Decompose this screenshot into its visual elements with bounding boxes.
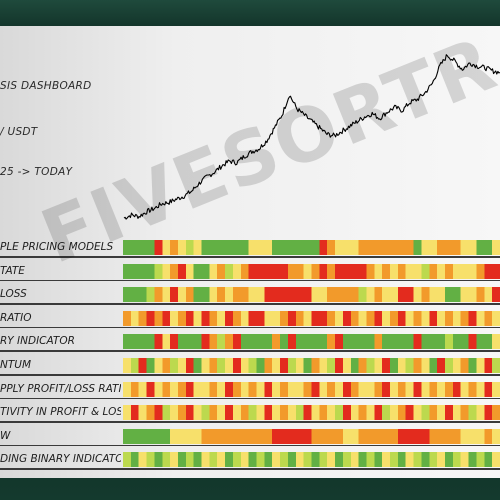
row-divider <box>0 256 500 258</box>
indicator-label: RY INDICATOR <box>0 335 75 348</box>
indicator-label: W <box>0 429 11 442</box>
row-divider <box>0 421 500 423</box>
date-range: 25 -> TODAY <box>0 166 73 178</box>
indicator-strip <box>123 381 500 397</box>
indicator-strip <box>123 405 500 421</box>
indicator-strip <box>123 263 500 279</box>
row-divider <box>0 326 500 329</box>
row-divider <box>0 444 500 447</box>
indicator-label: TIVITY IN PROFIT & LOSS <box>0 406 121 419</box>
indicator-label: DING BINARY INDICATOR <box>0 453 121 466</box>
indicator-strip <box>123 358 500 373</box>
price-line <box>123 54 500 220</box>
dashboard-card: SIS DASHBOARD / USDT 25 -> TODAY PLE PRI… <box>0 26 500 478</box>
indicator-strip <box>123 310 500 326</box>
indicator-strip <box>123 334 500 350</box>
row-divider <box>0 374 500 376</box>
indicator-strip <box>123 287 500 303</box>
row-divider <box>0 303 500 305</box>
row-divider <box>0 350 500 352</box>
row-divider <box>0 468 500 470</box>
indicator-strip <box>123 428 500 444</box>
row-divider <box>0 397 500 400</box>
indicator-label: NTUM <box>0 359 32 371</box>
indicator-label: PLE PRICING MODELS <box>0 241 114 253</box>
trading-pair: / USDT <box>0 126 38 138</box>
price-chart <box>123 54 500 220</box>
indicator-label: LOSS <box>0 288 27 301</box>
indicator-label: TATE <box>0 264 25 277</box>
indicator-label: PPLY PROFIT/LOSS RATIO <box>0 382 121 395</box>
indicator-strip <box>123 452 500 468</box>
indicator-strip <box>123 240 500 255</box>
indicator-label: RATIO <box>0 311 32 324</box>
dashboard-title: SIS DASHBOARD <box>0 80 92 92</box>
row-divider <box>0 279 500 282</box>
